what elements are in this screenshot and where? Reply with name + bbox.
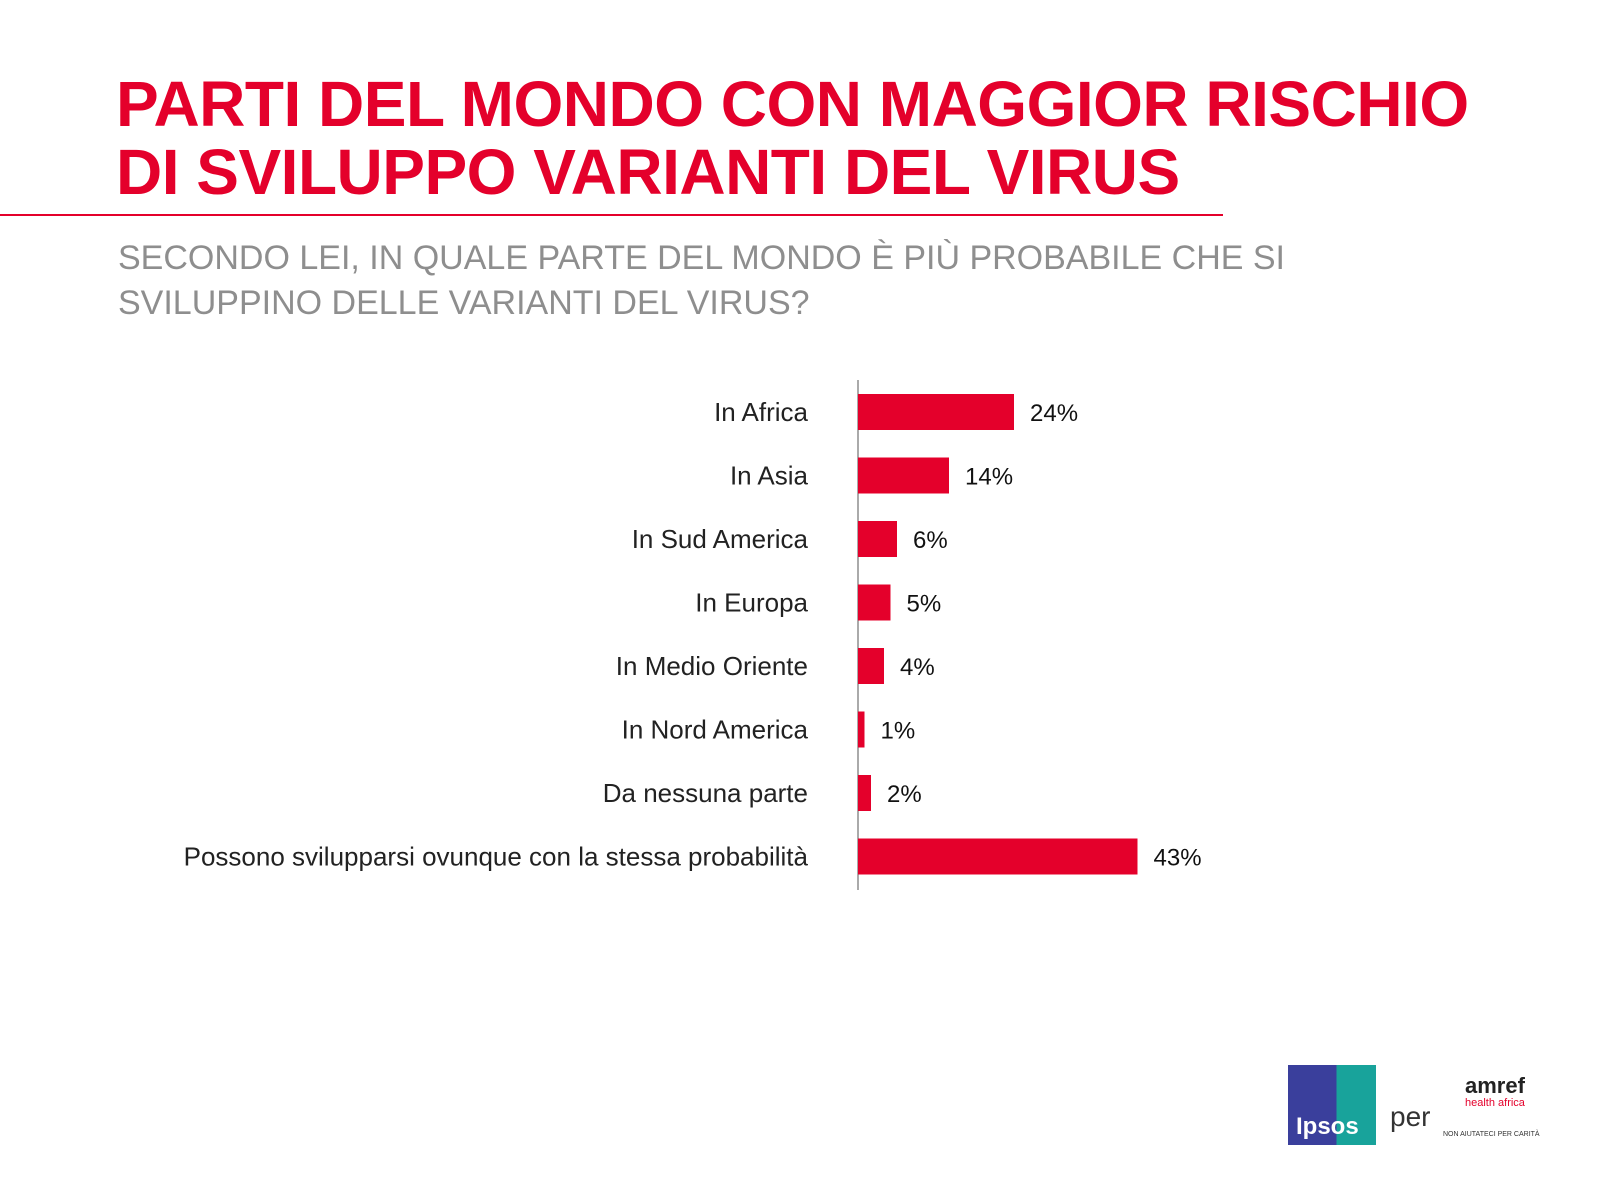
category-label: Da nessuna parte — [603, 778, 808, 808]
category-label: In Sud America — [632, 524, 809, 554]
title-divider — [0, 214, 1223, 216]
bar — [858, 394, 1014, 430]
category-label: In Nord America — [622, 715, 809, 745]
category-label: Possono svilupparsi ovunque con la stess… — [184, 842, 809, 872]
value-label: 5% — [907, 591, 942, 618]
value-label: 6% — [913, 527, 948, 554]
bar — [858, 838, 1138, 875]
category-label: In Medio Oriente — [616, 651, 808, 681]
footer-logos: Ipsos per amref health africa NON AIUTAT… — [1288, 1065, 1540, 1145]
category-label: In Africa — [714, 397, 808, 427]
value-label: 43% — [1154, 845, 1202, 872]
bar — [858, 584, 891, 621]
connector-text: per — [1390, 1101, 1431, 1132]
question-line-1: SECONDO LEI, IN QUALE PARTE DEL MONDO È … — [118, 239, 1285, 277]
question-text: SECONDO LEI, IN QUALE PARTE DEL MONDO È … — [118, 236, 1285, 326]
title-line-2: DI SVILUPPO VARIANTI DEL VIRUS — [116, 136, 1180, 208]
value-label: 24% — [1030, 400, 1078, 427]
title-line-1: PARTI DEL MONDO CON MAGGIOR RISCHIO — [116, 68, 1469, 140]
bar — [858, 457, 949, 494]
value-label: 4% — [900, 654, 935, 681]
bar — [858, 648, 884, 684]
bar-chart: In Africa 24% In Asia 14% In Sud America 6% In… — [184, 380, 1202, 890]
bar — [858, 521, 897, 557]
ipsos-logo: Ipsos — [1288, 1065, 1376, 1145]
page-title: PARTI DEL MONDO CON MAGGIOR RISCHIO DI S… — [116, 70, 1469, 206]
value-label: 14% — [965, 464, 1013, 491]
amref-logo: amref health africa NON AIUTATECI PER CA… — [1443, 1073, 1540, 1138]
value-label: 2% — [887, 781, 922, 808]
category-label: In Europa — [695, 588, 808, 618]
value-label: 1% — [881, 718, 916, 745]
bar — [858, 775, 871, 811]
category-label: In Asia — [730, 461, 809, 491]
question-line-2: SVILUPPINO DELLE VARIANTI DEL VIRUS? — [118, 284, 810, 322]
bar — [858, 711, 865, 748]
